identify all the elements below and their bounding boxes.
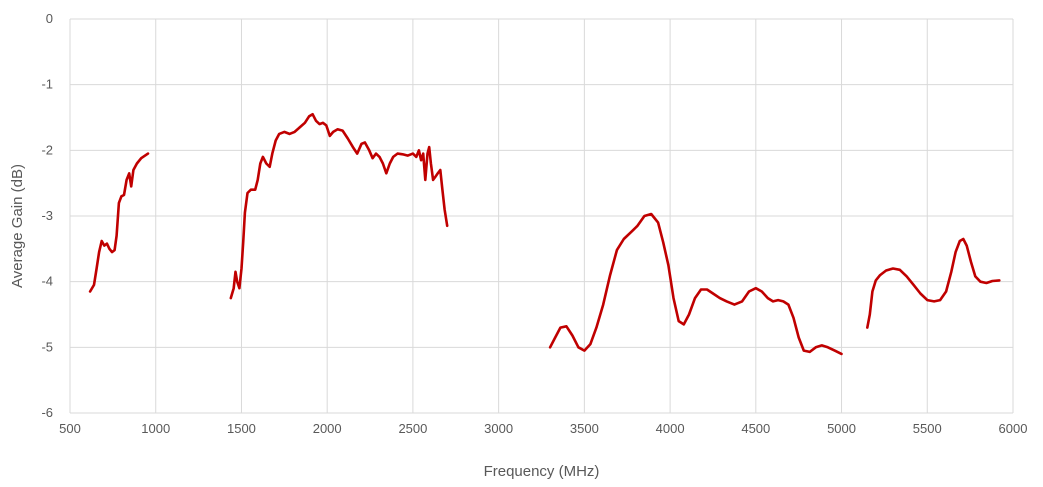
gain-line-segment-1 — [88, 152, 150, 293]
gridlines — [69, 18, 1014, 414]
gain-line-segment-2 — [229, 112, 449, 300]
x-tick-label: 1000 — [141, 421, 170, 436]
y-tick-label: -2 — [41, 142, 53, 157]
y-axis-ticks: 0 -1 -2 -3 -4 -5 -6 — [41, 11, 53, 420]
x-tick-label: 3500 — [570, 421, 599, 436]
series-lines — [88, 112, 1001, 356]
y-tick-label: -4 — [41, 274, 53, 289]
x-tick-label: 5000 — [827, 421, 856, 436]
gain-line-segment-4 — [865, 237, 1001, 329]
y-tick-label: 0 — [46, 11, 53, 26]
x-tick-label: 6000 — [999, 421, 1028, 436]
gain-line-segment-3 — [548, 212, 843, 356]
x-axis-title: Frequency (MHz) — [484, 463, 600, 480]
x-tick-label: 4000 — [656, 421, 685, 436]
y-tick-label: -5 — [41, 339, 53, 354]
y-axis-title: Average Gain (dB) — [9, 164, 26, 288]
y-tick-label: -6 — [41, 405, 53, 420]
x-tick-label: 3000 — [484, 421, 513, 436]
x-tick-label: 4500 — [741, 421, 770, 436]
y-tick-label: -3 — [41, 208, 53, 223]
x-tick-label: 5500 — [913, 421, 942, 436]
x-tick-label: 1500 — [227, 421, 256, 436]
x-tick-label: 500 — [59, 421, 81, 436]
x-axis-ticks: 500 1000 1500 2000 2500 3000 3500 4000 4500 5000 5… — [59, 421, 1027, 436]
y-tick-label: -1 — [41, 77, 53, 92]
x-tick-label: 2000 — [313, 421, 342, 436]
x-tick-label: 2500 — [398, 421, 427, 436]
